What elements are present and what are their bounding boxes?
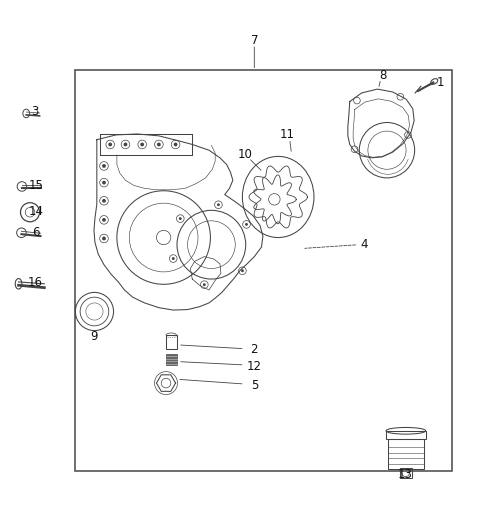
Circle shape [245, 223, 248, 226]
Bar [388, 439, 424, 469]
Circle shape [102, 237, 106, 240]
Circle shape [102, 199, 106, 203]
Text: 13: 13 [397, 468, 412, 481]
Bar [400, 468, 412, 478]
Circle shape [179, 217, 182, 220]
Bar [386, 431, 426, 439]
Circle shape [172, 257, 175, 260]
Circle shape [102, 164, 106, 168]
Circle shape [102, 181, 106, 184]
Circle shape [123, 142, 127, 147]
Text: 11: 11 [279, 128, 294, 141]
Circle shape [140, 142, 144, 147]
Circle shape [102, 218, 106, 222]
Text: 16: 16 [27, 277, 42, 290]
Text: 9: 9 [91, 330, 98, 343]
Text: 7: 7 [251, 34, 258, 47]
Text: 10: 10 [237, 148, 252, 161]
Circle shape [174, 142, 178, 147]
Text: 8: 8 [380, 69, 387, 82]
Circle shape [241, 269, 244, 272]
Text: 1: 1 [437, 76, 444, 89]
Text: 6: 6 [32, 226, 39, 239]
Circle shape [217, 203, 220, 206]
Bar [75, 70, 452, 471]
Bar [166, 354, 177, 365]
Text: 5: 5 [251, 379, 258, 392]
Text: 12: 12 [247, 360, 262, 373]
Text: 15: 15 [28, 179, 43, 192]
Circle shape [108, 142, 112, 147]
Circle shape [203, 283, 206, 286]
Text: 4: 4 [360, 238, 368, 251]
Text: 14: 14 [28, 205, 43, 218]
Circle shape [157, 142, 161, 147]
Text: 2: 2 [251, 343, 258, 356]
Text: 3: 3 [31, 105, 38, 118]
Bar [166, 335, 177, 349]
